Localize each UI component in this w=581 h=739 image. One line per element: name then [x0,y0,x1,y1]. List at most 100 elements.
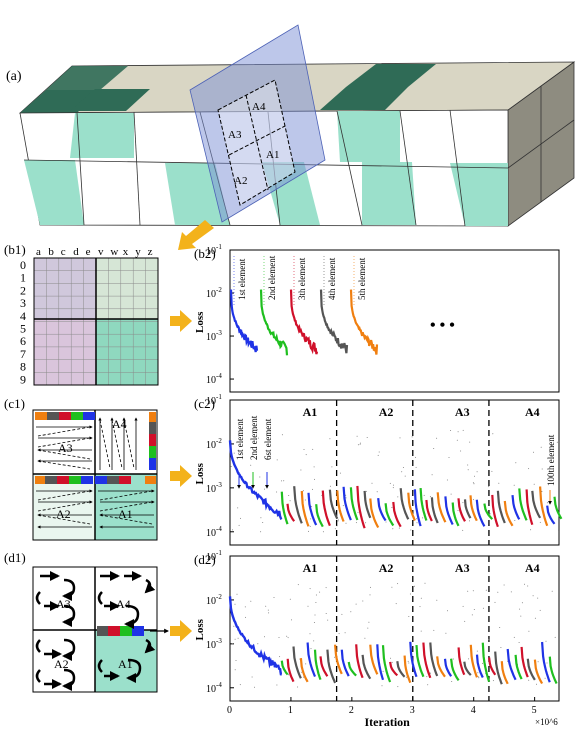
c2-scatter-point [233,452,235,454]
d2-region-label: A3 [455,561,470,575]
d2-scatter-point [472,590,474,592]
front-cell-mint [450,163,508,226]
c2-scatter-point [423,494,425,496]
c2-scatter-point [260,517,262,519]
d2-scatter-point [268,612,270,614]
d2-scatter-point [279,656,281,658]
d2-scatter-point [519,608,521,610]
d2-element-segment [334,644,343,675]
c2-scatter-point [393,484,394,486]
d2-scatter-point [315,602,317,603]
c2-element-segment [286,503,296,522]
b2-ytick-exp: -3 [216,329,222,337]
d2-element-segment [429,642,439,677]
d2-scatter-point [244,606,246,608]
c2-scatter-point [391,507,393,508]
c2-scatter-point [399,437,401,439]
c2-scatter-point [337,519,339,521]
c2-scatter-point [397,496,399,498]
d2-scatter-point [250,600,252,602]
d2-element-segment [475,654,484,678]
d2-scatter-point [462,605,464,607]
c2-element-segment [280,491,289,525]
d2-scatter-point [534,617,536,619]
b1-row-label: 9 [20,372,26,386]
c2-scatter-point [415,466,417,468]
d2-scatter-point [467,590,469,592]
c2-element-segment [307,492,318,526]
c2-scatter-point [416,522,418,524]
d2-scatter-point [395,603,397,605]
d2-element-segment [396,661,406,678]
c2-scatter-point [389,482,391,484]
c2-scatter-point [492,433,494,435]
c2-annotation: 6st element [263,418,273,460]
c2-scatter-point [431,474,433,476]
c2-scatter-point [311,505,313,507]
panel-a: (a) [6,24,576,250]
b1-row-label: 3 [20,296,26,310]
c2-scatter-point [402,467,404,468]
d2-scatter-point [391,661,393,663]
d2-element-segment [548,656,558,684]
d2-scatter-point [426,676,428,678]
d2-scatter-point [528,630,530,632]
c2-scatter-point [530,529,532,531]
d2-scatter-point [477,676,479,678]
d2-element-segment [280,660,289,676]
c1-region-a4: A4 [112,417,127,431]
d2-element-segment [443,658,453,677]
d2-scatter-point [390,657,391,659]
d2-scatter-point [408,616,410,617]
d2-element-segment [326,649,337,684]
c2-element-segment [483,503,494,520]
d2-element-segment [488,657,497,676]
b2-ellipsis: • • • [430,317,455,334]
c2-scatter-point [309,525,311,527]
c2-scatter-point [457,431,459,433]
c2-element-segment [328,489,339,520]
c2-element-segment [539,486,549,527]
c2-scatter-point [377,454,379,456]
d2-scatter-point [291,619,292,621]
c2-ytick-exp: -3 [216,481,222,489]
d2-scatter-point [420,597,422,599]
c2-scatter-point [416,518,418,520]
c2-scatter-point [289,500,291,502]
c2-scatter-point [230,466,232,467]
c2-scatter-point [398,527,400,529]
d2-scatter-point [464,620,466,622]
c2-scatter-point [237,507,239,509]
d2-element-segment [422,642,432,679]
d2-element-segment [520,646,529,678]
c2-region-label: A3 [455,405,470,419]
d2-scatter-point [327,619,329,621]
c2-scatter-point [457,510,459,511]
c2-ytick-label: 10-3 [206,481,222,495]
c2-annotation: 100th element [546,434,556,486]
d2-scatter-point [405,676,407,678]
c2-annotation: 2nd element [249,415,259,460]
c2-scatter-point [498,482,500,484]
d2-scatter-point [527,585,529,587]
c2-scatter-point [491,470,493,472]
d2-scatter-point [325,613,327,614]
c1-region-a3: A3 [58,441,73,455]
c2-element-segment [503,500,514,527]
c2-scatter-point [329,485,331,487]
c2-region-label: A2 [379,405,394,419]
c2-scatter-point [276,491,278,493]
c2-ylabel: Loss [194,462,206,484]
c2-element-segment [293,486,303,524]
c2-scatter-point [339,472,341,474]
c2-scatter-point [257,429,258,431]
c2-scatter-point [357,511,359,513]
c2-scatter-point [232,529,233,531]
d2-scatter-point [476,650,478,652]
d2-element-segment [306,642,317,678]
c2-scatter-point [305,454,307,456]
c2-scatter-point [462,502,464,504]
c2-scatter-point [240,517,241,519]
section-divider [228,125,286,156]
